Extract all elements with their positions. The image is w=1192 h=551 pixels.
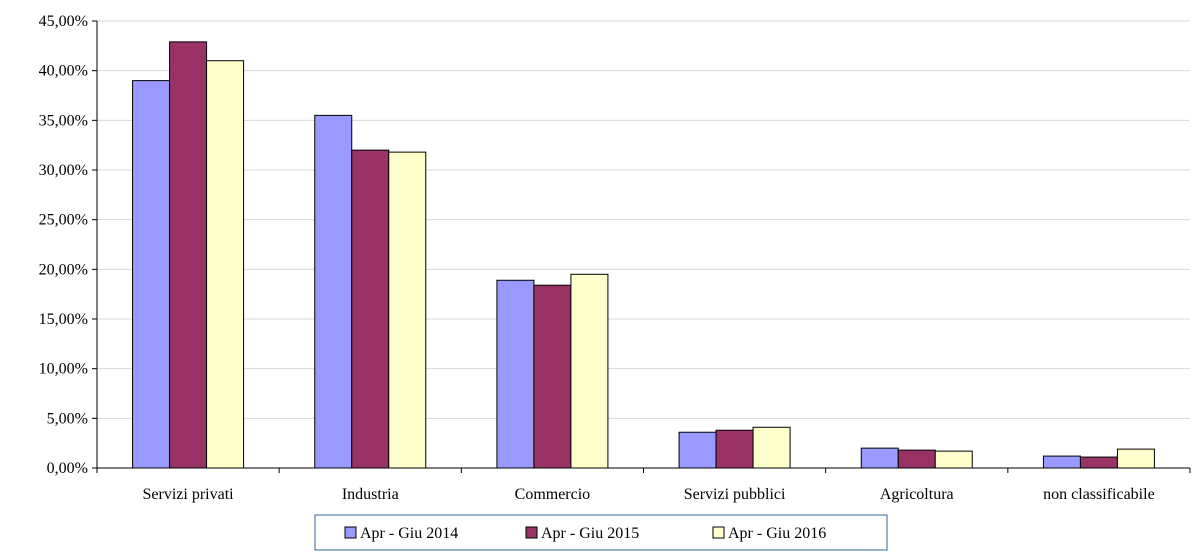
legend-label: Apr - Giu 2014 bbox=[360, 525, 458, 542]
legend-swatch bbox=[525, 526, 538, 539]
bar-2-commercio bbox=[533, 284, 572, 469]
bar-2-servizi-pubblici bbox=[715, 429, 754, 469]
bar-2-agricoltura bbox=[897, 449, 936, 469]
bar-3-servizi-pubblici bbox=[752, 426, 791, 469]
bar-1-servizi-pubblici bbox=[678, 431, 717, 469]
y-tick-labels: 0,00% 5,00% 10,00% 15,00% 20,00% 25,00% 30,00%… bbox=[39, 13, 88, 477]
bar-1-servizi-privati bbox=[132, 80, 171, 469]
x-tick-label: Industria bbox=[342, 486, 399, 503]
bar-1-non-classificabile bbox=[1042, 455, 1081, 469]
y-tick-label: 25,00% bbox=[39, 212, 88, 229]
y-tick-label: 35,00% bbox=[39, 112, 88, 129]
x-tick-label: Servizi pubblici bbox=[684, 486, 786, 503]
y-tick-label: 10,00% bbox=[39, 361, 88, 378]
bar-1-industria bbox=[314, 114, 353, 469]
bar-3-industria bbox=[388, 151, 427, 469]
legend-label: Apr - Giu 2016 bbox=[728, 525, 826, 542]
gridlines bbox=[97, 20, 1190, 419]
x-tick-label: Commercio bbox=[515, 486, 591, 503]
legend-label: Apr - Giu 2015 bbox=[541, 525, 639, 542]
y-tick-label: 30,00% bbox=[39, 162, 88, 179]
y-tick-label: 20,00% bbox=[39, 261, 88, 278]
bar-1-agricoltura bbox=[860, 447, 899, 469]
bars bbox=[132, 41, 1155, 469]
y-tick-label: 5,00% bbox=[47, 410, 88, 427]
bar-1-commercio bbox=[496, 279, 535, 469]
bar-3-servizi-privati bbox=[206, 60, 245, 469]
x-tick-label: Agricoltura bbox=[880, 486, 954, 503]
bar-2-servizi-privati bbox=[169, 41, 208, 469]
bar-2-non-classificabile bbox=[1079, 456, 1118, 469]
y-tick-label: 15,00% bbox=[39, 311, 88, 328]
legend: Apr - Giu 2014 Apr - Giu 2015 Apr - Giu 20… bbox=[314, 514, 888, 551]
legend-swatch bbox=[344, 526, 357, 539]
y-tick-label: 45,00% bbox=[39, 13, 88, 30]
y-tick-label: 40,00% bbox=[39, 63, 88, 80]
legend-swatch bbox=[712, 526, 725, 539]
bar-3-non-classificabile bbox=[1116, 448, 1155, 469]
y-tick-label: 0,00% bbox=[47, 460, 88, 477]
bar-3-commercio bbox=[570, 273, 609, 469]
legend-box bbox=[314, 514, 888, 551]
x-tick-label: non classificabile bbox=[1043, 486, 1155, 503]
x-tick-label: Servizi privati bbox=[143, 486, 235, 503]
axes bbox=[92, 20, 1191, 473]
bar-2-industria bbox=[351, 149, 390, 469]
x-tick-labels: Servizi privati Industria Commercio Servizi… bbox=[143, 486, 1155, 503]
bar-3-agricoltura bbox=[934, 450, 973, 469]
